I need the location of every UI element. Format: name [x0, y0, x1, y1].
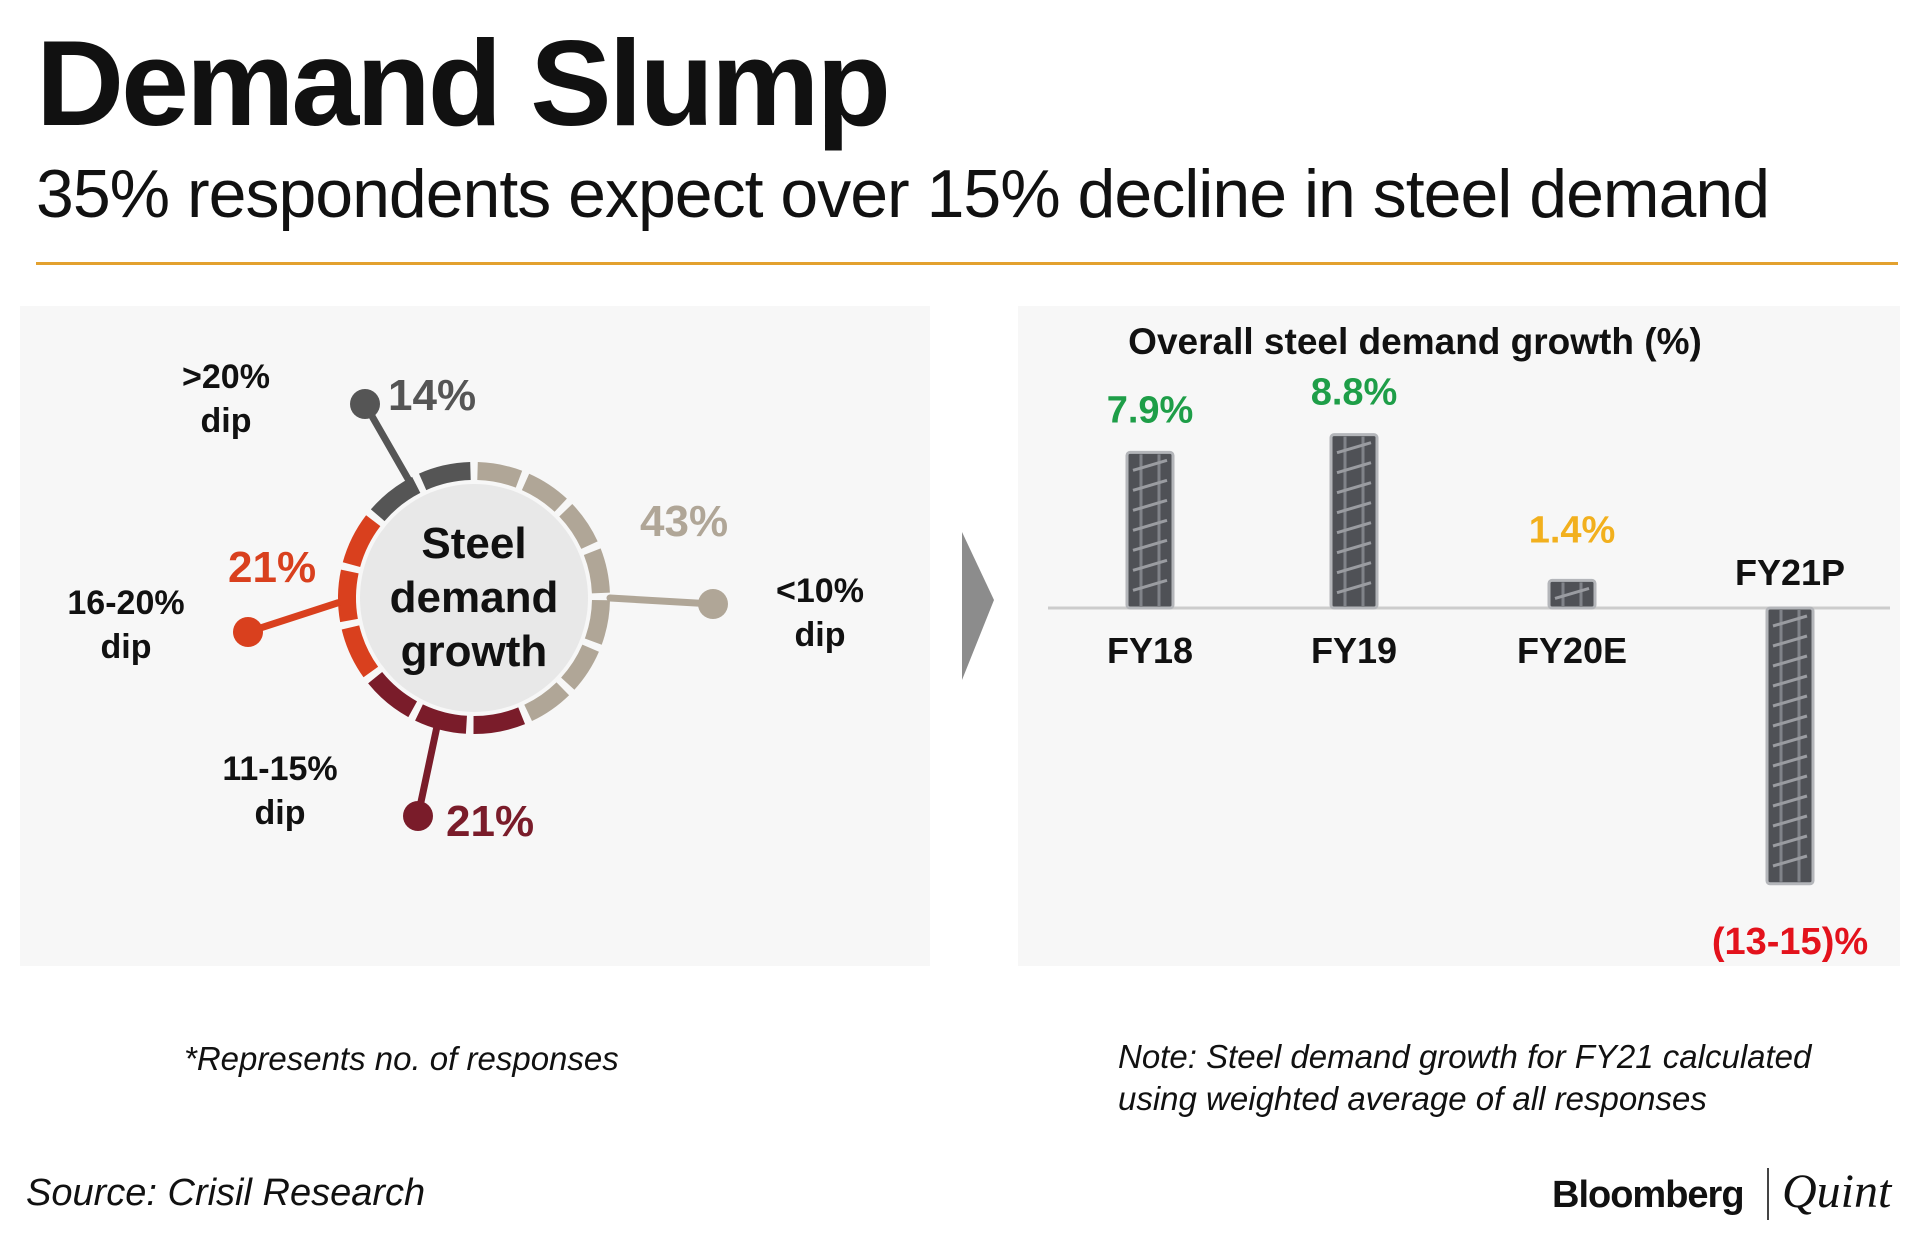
- donut-segment-2-part-3: [368, 672, 418, 718]
- bar-value-label-fy21p: (13-15)%: [1712, 921, 1868, 963]
- bar-fy19-ridge: [1336, 461, 1372, 475]
- footnote-right: Note: Steel demand growth for FY21 calcu…: [1118, 1036, 1898, 1120]
- bar-fy18-ridge: [1132, 478, 1168, 492]
- donut-value-label-2: 21%: [446, 797, 534, 846]
- bar-category-label-fy18: FY18: [1107, 630, 1193, 671]
- bar-fy21p-ridge: [1772, 654, 1808, 668]
- donut-segment-1-part-7: [524, 682, 570, 722]
- donut-segment-2-part-2: [415, 704, 467, 734]
- bar-fy21p-ridge: [1772, 634, 1808, 648]
- bar-fy21p-ridge: [1772, 814, 1808, 828]
- donut-segment-3-part-2: [338, 569, 359, 623]
- donut-leader-dot-4: [350, 389, 380, 419]
- bar-fy18-ridge: [1132, 558, 1168, 572]
- donut-segment-1-part-4: [583, 548, 610, 594]
- bar-chart-title: Overall steel demand growth (%): [1128, 321, 1702, 362]
- bar-fy21p-ridges: [1772, 614, 1808, 868]
- bar-fy18-ridge: [1132, 458, 1168, 472]
- donut-leader-dot-3: [233, 617, 263, 647]
- bar-fy18-ridges: [1132, 458, 1168, 592]
- bar-fy21p-ridge: [1772, 834, 1808, 848]
- source-credit: Source: Crisil Research: [26, 1172, 426, 1214]
- brand-logo-bloomberg: Bloomberg: [1552, 1174, 1745, 1216]
- chart-title: Demand Slump: [36, 15, 891, 151]
- bar-fy21p-ridge: [1772, 854, 1808, 868]
- bar-fy19-ridge: [1336, 581, 1372, 595]
- bar-fy21p-ridge: [1772, 734, 1808, 748]
- footnote-right-line-1: Note: Steel demand growth for FY21 calcu…: [1118, 1038, 1812, 1075]
- bar-value-label-fy19: 8.8%: [1311, 372, 1398, 414]
- chart-subtitle: 35% respondents expect over 15% decline …: [36, 156, 1770, 232]
- donut-segment-4-part-1: [370, 476, 421, 522]
- bar-fy18-ridge: [1132, 538, 1168, 552]
- divider-line: [36, 262, 1898, 265]
- bar-fy19-ridge: [1336, 481, 1372, 495]
- bar-fy21p-ridge: [1772, 614, 1808, 628]
- donut-segment-1-part-5: [584, 599, 610, 645]
- donut-segment-1-part-3: [559, 503, 598, 549]
- bar-panel-background: [1018, 306, 1900, 966]
- donut-leader-dot-1: [698, 589, 728, 619]
- donut-segment-1-part-6: [561, 644, 599, 690]
- bar-category-label-fy20e: FY20E: [1517, 630, 1627, 671]
- donut-segment-1-part-1: [477, 462, 523, 488]
- donut-center-disc: [360, 484, 588, 712]
- bar-category-label-fy19: FY19: [1311, 630, 1397, 671]
- donut-category-label-1: <10% dip: [776, 572, 864, 654]
- bar-fy18-ridge: [1132, 578, 1168, 592]
- footnote-left: *Represents no. of responses: [184, 1040, 619, 1077]
- bar-fy19-ridge: [1336, 541, 1372, 555]
- bar-fy18-ridge: [1132, 498, 1168, 512]
- donut-category-label-2: 11-15% dip: [222, 750, 337, 832]
- donut-value-label-1: 43%: [640, 497, 728, 546]
- bar-value-label-fy18: 7.9%: [1107, 389, 1194, 431]
- bar-fy19-ridge: [1336, 561, 1372, 575]
- bar-fy21p-ridge: [1772, 694, 1808, 708]
- donut-leader-line-3: [244, 599, 342, 636]
- bar-fy18-ridge: [1132, 518, 1168, 532]
- donut-segment-4-part-2: [418, 462, 471, 491]
- brand-separator: [1767, 1168, 1769, 1220]
- bar-fy19-ridge: [1336, 441, 1372, 455]
- bar-fy20e-ridges: [1554, 586, 1590, 600]
- bar-fy21p-ridge: [1772, 674, 1808, 688]
- donut-leader-dot-2: [403, 801, 433, 831]
- donut-segment-2-part-1: [473, 707, 526, 734]
- donut-segment-3-part-3: [342, 515, 381, 567]
- donut-leader-line-1: [606, 594, 717, 608]
- bar-fy19-ridges: [1336, 441, 1372, 595]
- donut-value-label-4: 14%: [388, 371, 476, 420]
- bar-category-label-fy21p: FY21P: [1735, 552, 1845, 593]
- donut-center-label: Steel demand growth: [390, 519, 559, 676]
- bar-fy21p-ridge: [1772, 774, 1808, 788]
- donut-value-label-3: 21%: [228, 543, 316, 592]
- donut-segment-1-part-2: [521, 473, 567, 512]
- bar-value-label-fy20e: 1.4%: [1529, 509, 1616, 551]
- donut-category-label-3: 16-20% dip: [67, 584, 184, 666]
- bar-fy21p-ridge: [1772, 714, 1808, 728]
- footnote-right-line-2: using weighted average of all responses: [1118, 1080, 1707, 1118]
- bar-fy21p-ridge: [1772, 794, 1808, 808]
- bar-fy20e-ridge: [1554, 586, 1590, 600]
- arrow-connector: [962, 532, 994, 680]
- donut-category-label-4: >20% dip: [182, 358, 270, 440]
- brand-logo-quint: Quint: [1782, 1165, 1892, 1218]
- bar-fy21p-ridge: [1772, 754, 1808, 768]
- bar-fy19-ridge: [1336, 521, 1372, 535]
- donut-segment-3-part-1: [341, 625, 379, 678]
- bar-fy19-ridge: [1336, 501, 1372, 515]
